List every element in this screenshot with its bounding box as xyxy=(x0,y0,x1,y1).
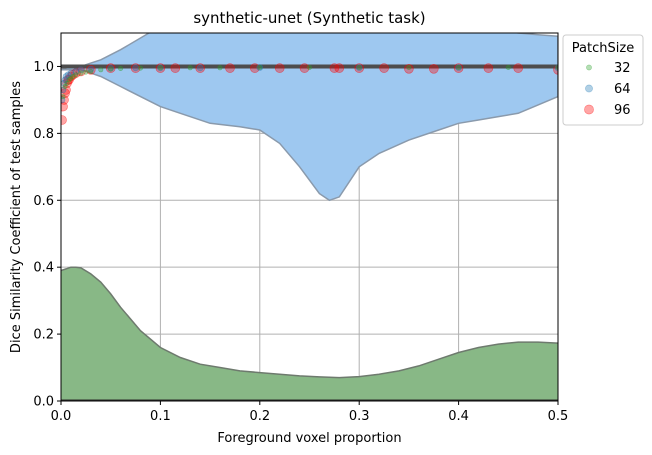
scatter-points xyxy=(61,63,558,125)
point-96-20 xyxy=(274,63,285,73)
y-tick-label-5: 1.0 xyxy=(33,60,54,75)
y-tick-label-1: 0.2 xyxy=(33,328,54,343)
legend: PatchSize 32 64 96 xyxy=(562,34,644,126)
point-32-7 xyxy=(78,70,84,76)
point-32-14 xyxy=(157,65,163,71)
legend-label-32: 32 xyxy=(614,61,631,76)
point-32-15 xyxy=(187,65,193,71)
point-96-30 xyxy=(513,63,524,73)
point-32-12 xyxy=(118,66,124,72)
legend-marker-64 xyxy=(585,84,593,93)
x-axis-ticks: 0.0 0.1 0.2 0.3 0.4 0.5 xyxy=(51,401,569,424)
y-axis-ticks: 0.0 0.2 0.4 0.6 0.8 1.0 xyxy=(33,60,61,410)
point-64-13 xyxy=(196,64,204,72)
legend-entries: 32 64 96 xyxy=(584,61,631,118)
point-32-0 xyxy=(61,94,66,100)
y-tick-label-3: 0.6 xyxy=(33,194,54,209)
density-areas xyxy=(61,33,558,401)
legend-title: PatchSize xyxy=(572,41,634,56)
y-axis-label: Dice Similarity Coefficient of test samp… xyxy=(9,81,24,353)
point-32-10 xyxy=(98,67,104,73)
point-96-24 xyxy=(354,63,365,73)
point-96-23 xyxy=(334,63,345,73)
point-96-0 xyxy=(61,115,67,125)
foreground-density-edge xyxy=(61,266,558,379)
point-64-11 xyxy=(132,64,139,72)
point-32-8 xyxy=(83,69,89,75)
legend-marker-96 xyxy=(584,104,594,115)
x-tick-label-4: 0.4 xyxy=(448,409,469,424)
legend-box xyxy=(562,34,644,126)
point-32-19 xyxy=(356,65,362,71)
point-32-16 xyxy=(217,65,223,71)
point-32-9 xyxy=(88,69,94,75)
point-32-18 xyxy=(306,65,312,71)
point-96-16 xyxy=(170,63,181,73)
point-32-17 xyxy=(257,65,263,71)
x-tick-label-3: 0.3 xyxy=(349,409,370,424)
x-axis-label: Foreground voxel proportion xyxy=(217,431,401,446)
y-tick-label-4: 0.8 xyxy=(33,127,54,142)
plot-frame xyxy=(60,32,559,402)
point-96-21 xyxy=(299,63,310,73)
y-tick-label-0: 0.0 xyxy=(33,395,54,410)
point-32-13 xyxy=(138,65,144,71)
legend-label-64: 64 xyxy=(614,82,631,97)
point-96-29 xyxy=(483,63,494,73)
point-96-25 xyxy=(379,63,389,73)
point-64-17 xyxy=(554,64,558,72)
y-tick-label-2: 0.4 xyxy=(33,261,54,276)
point-96-22 xyxy=(329,63,340,73)
legend-label-96: 96 xyxy=(614,103,631,118)
point-32-21 xyxy=(456,65,462,71)
point-96-18 xyxy=(225,63,235,73)
point-96-27 xyxy=(428,64,439,74)
chart-title: synthetic-unet (Synthetic task) xyxy=(193,9,425,27)
x-tick-label-5: 0.5 xyxy=(548,409,569,424)
point-32-11 xyxy=(108,66,114,72)
dsc-density-band xyxy=(61,33,558,202)
point-32-22 xyxy=(505,65,511,71)
point-96-28 xyxy=(453,63,464,73)
foreground-density-area xyxy=(61,267,558,401)
x-tick-label-1: 0.1 xyxy=(150,409,171,424)
reference-lines xyxy=(61,64,558,401)
x-tick-label-0: 0.0 xyxy=(51,409,72,424)
legend-marker-32 xyxy=(586,64,592,71)
x-tick-label-2: 0.2 xyxy=(249,409,270,424)
point-32-6 xyxy=(73,72,79,78)
point-32-20 xyxy=(406,65,412,71)
